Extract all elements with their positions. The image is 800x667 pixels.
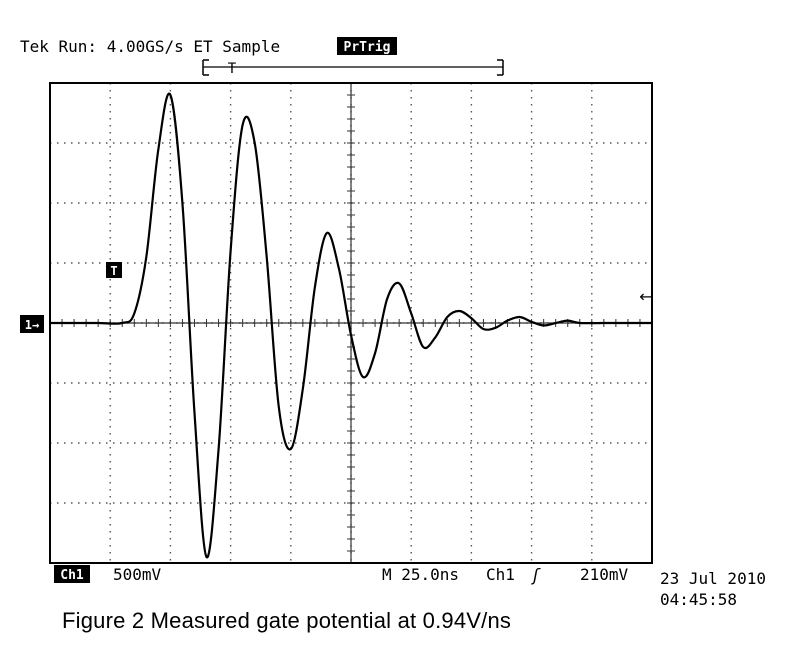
acquisition-status: Tek Run: 4.00GS/s ET Sample bbox=[20, 37, 280, 56]
ch1-waveform bbox=[50, 92, 652, 559]
record-bracket bbox=[202, 59, 504, 76]
trigger-point-marker: T bbox=[110, 264, 117, 278]
timebase-readout: M 25.0ns bbox=[382, 565, 459, 584]
capture-date: 23 Jul 2010 bbox=[660, 569, 766, 588]
volts-per-div: 500mV bbox=[113, 565, 162, 584]
graticule bbox=[49, 82, 653, 564]
trigger-level-readout: 210mV bbox=[580, 565, 629, 584]
channel-badge-bg bbox=[54, 565, 90, 583]
figure-caption: Figure 2 Measured gate potential at 0.94… bbox=[62, 608, 512, 633]
trigger-slope-icon: ʃ bbox=[531, 566, 541, 586]
capture-time: 04:45:58 bbox=[660, 590, 737, 609]
trigger-status-badge: PrTrig bbox=[344, 40, 391, 55]
trigger-point-marker-bg bbox=[106, 262, 122, 278]
channel-badge: Ch1 bbox=[60, 568, 84, 583]
trigger-status-badge-bg bbox=[337, 37, 397, 55]
trigger-source: Ch1 bbox=[486, 565, 515, 584]
ch1-ground-marker: 1→ bbox=[25, 318, 39, 332]
trigger-level-arrow: ← bbox=[639, 287, 652, 306]
ch1-ground-marker-bg bbox=[20, 315, 44, 333]
record-trigger-marker: T bbox=[228, 61, 237, 77]
